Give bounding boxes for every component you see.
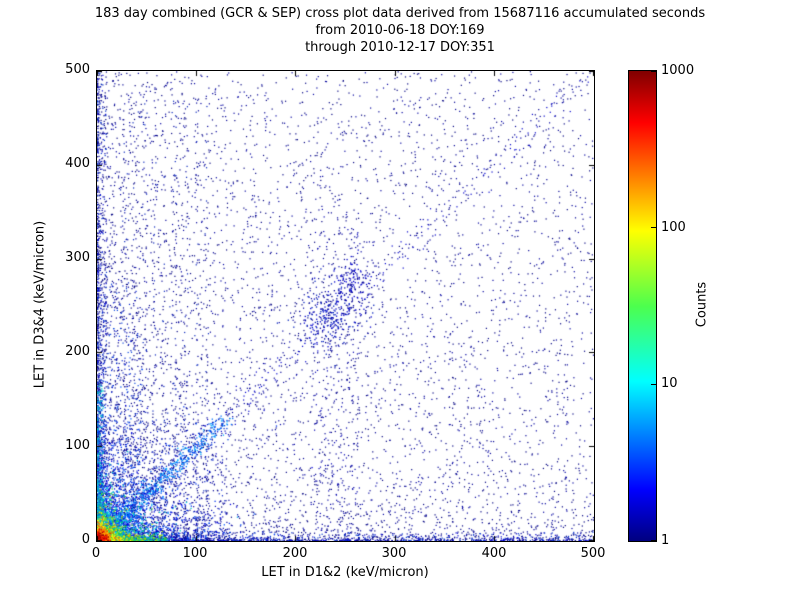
colorbar-tick-mark — [651, 71, 656, 72]
colorbar-tick-mark — [651, 383, 656, 385]
title-line-3: through 2010-12-17 DOY:351 — [305, 40, 495, 55]
x-tick-label: 200 — [282, 546, 308, 561]
y-axis-label: LET in D3&4 (keV/micron) — [32, 220, 48, 389]
y-tick-label: 300 — [65, 250, 90, 265]
y-tick-label: 0 — [81, 532, 90, 547]
y-tick-label: 500 — [65, 62, 90, 77]
x-tick-label: 400 — [481, 546, 507, 561]
y-tick-label: 100 — [65, 438, 90, 453]
y-tick-label: 400 — [65, 156, 90, 171]
colorbar-tick-mark — [651, 227, 656, 229]
plot-area — [96, 70, 595, 542]
colorbar-tick-label: 10 — [661, 376, 678, 391]
x-tick-label: 300 — [381, 546, 407, 561]
colorbar — [628, 70, 657, 542]
colorbar-label: Counts — [694, 281, 710, 328]
title-line-1: 183 day combined (GCR & SEP) cross plot … — [94, 6, 706, 21]
x-tick-label: 0 — [91, 546, 101, 561]
colorbar-tick-label: 1000 — [661, 63, 695, 78]
plot-canvas — [97, 71, 594, 541]
x-tick-label: 100 — [182, 546, 208, 561]
title-line-2: from 2010-06-18 DOY:169 — [315, 23, 485, 38]
colorbar-tick-mark — [651, 540, 656, 541]
x-axis-label: LET in D1&2 (keV/micron) — [261, 565, 429, 580]
colorbar-tick-label: 100 — [661, 220, 686, 235]
y-tick-label: 200 — [65, 344, 90, 359]
colorbar-tick-label: 1 — [661, 533, 670, 548]
x-tick-label: 500 — [580, 546, 606, 561]
